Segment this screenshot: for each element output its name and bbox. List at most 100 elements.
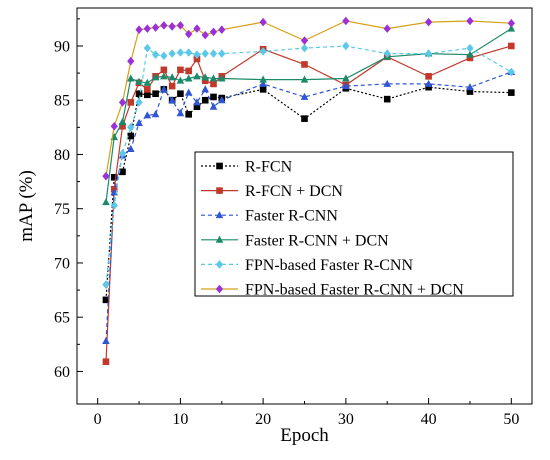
x-tick-label: 50 (503, 411, 519, 428)
data-point (342, 81, 350, 90)
data-point (168, 22, 176, 31)
series-6 (102, 16, 515, 181)
data-point (176, 21, 185, 30)
data-point (151, 73, 160, 81)
data-point (201, 30, 209, 40)
y-axis-title: mAP (%) (16, 170, 37, 242)
series-line (105, 28, 512, 203)
legend-marker (215, 211, 224, 219)
data-point (342, 41, 350, 51)
series-line (105, 20, 512, 177)
data-point (102, 358, 110, 365)
data-point (300, 92, 309, 100)
legend-marker (216, 162, 223, 170)
data-point (383, 95, 391, 103)
data-point (300, 36, 309, 45)
data-point (300, 75, 309, 83)
legend-label: FPN-based Faster R-CNN + DCN (245, 282, 464, 299)
data-point (425, 83, 432, 91)
data-point (193, 72, 201, 80)
data-point (160, 66, 168, 74)
data-point (160, 51, 168, 61)
legend-label: R-FCN (245, 159, 293, 176)
data-point (425, 73, 432, 80)
data-point (143, 78, 152, 86)
data-point (176, 109, 185, 117)
data-point (507, 18, 515, 28)
data-point (424, 79, 433, 87)
data-point (160, 72, 168, 80)
legend-label: Faster R-CNN (245, 208, 338, 225)
data-point (143, 24, 151, 33)
data-point (144, 91, 151, 99)
data-point (201, 73, 210, 81)
legend-marker (215, 235, 224, 243)
data-point (119, 122, 126, 130)
axis-ticks: 0 10 20 30 40 50 60 65 70 75 80 85 90 (54, 18, 519, 428)
data-point (259, 75, 267, 83)
legend-label: FPN-based Faster R-CNN (245, 257, 413, 274)
data-point (135, 90, 143, 98)
data-point (193, 55, 201, 63)
data-point (168, 49, 176, 58)
data-point (102, 296, 110, 304)
data-point (144, 86, 151, 93)
x-tick-label: 20 (255, 411, 271, 428)
x-tick-label: 10 (172, 411, 188, 428)
series-line (105, 71, 512, 342)
data-point (466, 88, 474, 95)
data-point (168, 82, 176, 90)
data-point (118, 117, 127, 125)
legend-box (194, 151, 514, 297)
data-point (185, 29, 193, 39)
plot-marks (102, 16, 516, 365)
series-5 (102, 41, 515, 289)
data-point (301, 115, 308, 122)
data-point (135, 118, 143, 126)
data-point (466, 50, 474, 58)
y-tick-label: 90 (54, 38, 70, 55)
data-point (151, 110, 160, 118)
data-point (201, 77, 209, 84)
data-point (168, 73, 176, 81)
data-point (218, 25, 226, 34)
series-line (105, 45, 512, 362)
data-point (135, 25, 143, 34)
data-point (152, 90, 159, 98)
data-point (143, 43, 151, 53)
series-line (105, 45, 512, 285)
y-tick-label: 70 (54, 255, 70, 272)
data-point (126, 74, 135, 82)
data-point (184, 88, 193, 96)
data-point (168, 96, 176, 104)
x-tick-label: 0 (94, 411, 102, 428)
data-point (508, 89, 515, 96)
data-point (184, 74, 193, 82)
legend-marker (216, 187, 223, 194)
data-point (217, 74, 226, 82)
data-point (342, 16, 350, 26)
data-point (110, 173, 118, 181)
legend-label: Faster R-CNN + DCN (245, 232, 389, 249)
data-point (193, 103, 201, 111)
y-tick-label: 85 (54, 93, 70, 110)
data-point (300, 43, 309, 53)
data-point (259, 47, 267, 56)
legend-marker (215, 260, 224, 269)
y-tick-label: 75 (54, 201, 70, 218)
data-point (210, 80, 217, 88)
data-point (135, 98, 143, 107)
data-point (102, 280, 110, 289)
data-point (126, 144, 135, 153)
data-point (466, 43, 474, 53)
data-point (127, 99, 135, 106)
data-point (135, 77, 143, 85)
data-point (507, 67, 515, 77)
data-point (127, 132, 135, 140)
x-axis-title: Epoch (280, 425, 329, 446)
data-point (383, 24, 391, 33)
data-point (209, 49, 218, 58)
data-point (127, 123, 135, 132)
data-point (177, 90, 184, 98)
